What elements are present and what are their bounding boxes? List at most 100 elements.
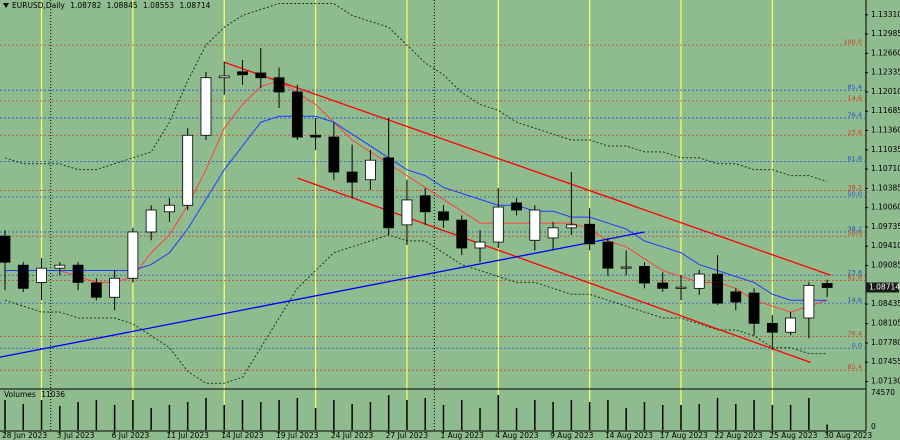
symbol-icon bbox=[3, 3, 9, 8]
candle-body bbox=[565, 224, 577, 229]
volume-label: Volumes bbox=[4, 390, 36, 399]
candle-body bbox=[273, 77, 285, 93]
x-tick-label: 4 Aug 2023 bbox=[495, 431, 538, 440]
candle-body bbox=[109, 277, 121, 298]
y-tick-label: 1.10060 bbox=[871, 203, 900, 212]
fib-label: 85.4 bbox=[848, 83, 862, 91]
fib-label: 23.6 bbox=[848, 268, 862, 276]
candle-body bbox=[291, 91, 303, 138]
trendline bbox=[224, 61, 832, 276]
y-tick-label: 1.09085 bbox=[871, 260, 900, 269]
candle-body bbox=[36, 267, 47, 283]
candle-body bbox=[748, 292, 760, 324]
volume-last: 11036 bbox=[41, 390, 65, 399]
fib-label: 23.6 bbox=[848, 128, 862, 136]
x-tick-label: 14 Aug 2023 bbox=[605, 431, 653, 440]
fib-label: 76.4 bbox=[848, 111, 862, 119]
y-tick-label: 1.12985 bbox=[871, 29, 900, 38]
candle-body bbox=[657, 282, 669, 289]
fib-label: 61.8 bbox=[848, 274, 862, 282]
x-tick-label: 25 Aug 2023 bbox=[769, 431, 817, 440]
x-tick-label: 24 Jul 2023 bbox=[331, 431, 374, 440]
overlay-line bbox=[5, 115, 828, 301]
candle-body bbox=[511, 202, 522, 211]
candle-body bbox=[90, 282, 102, 298]
candle-body bbox=[766, 322, 778, 333]
candle-body bbox=[255, 72, 267, 79]
y-tick-label: 1.08435 bbox=[871, 299, 900, 308]
data-layer bbox=[0, 3, 833, 430]
fib-label: 50.0 bbox=[848, 229, 862, 237]
symbol: EURUSD,Daily bbox=[12, 1, 65, 10]
candle-body bbox=[364, 159, 376, 181]
y-tick-label: 1.08105 bbox=[871, 319, 900, 328]
x-tick-label: 28 Jun 2023 bbox=[2, 431, 47, 440]
x-tick-label: 27 Jul 2023 bbox=[386, 431, 429, 440]
x-tick-label: 22 Aug 2023 bbox=[715, 431, 763, 440]
x-tick-label: 17 Aug 2023 bbox=[660, 431, 708, 440]
y-tick-label: 1.09410 bbox=[871, 241, 900, 250]
x-tick-label: 3 Jul 2023 bbox=[57, 431, 95, 440]
candle-body bbox=[237, 71, 248, 76]
fib-label: 76.4 bbox=[848, 329, 862, 337]
y-tick-label: 1.09735 bbox=[871, 222, 900, 231]
candle-body bbox=[712, 273, 723, 304]
overlay-line bbox=[5, 80, 828, 313]
candle-body bbox=[54, 264, 66, 269]
current-price-box bbox=[866, 282, 899, 293]
y-tick-label: 1.12010 bbox=[871, 87, 900, 96]
y-tick-label: 1.13310 bbox=[871, 10, 900, 19]
current-price-label: 1.08714 bbox=[869, 282, 900, 291]
close-value: 1.08714 bbox=[179, 1, 210, 10]
candle-body bbox=[310, 134, 321, 138]
candle-body bbox=[529, 209, 541, 241]
fib-label: 85.4 bbox=[848, 363, 862, 371]
candle-body bbox=[675, 286, 687, 289]
candle-body bbox=[328, 136, 340, 173]
x-tick-label: 30 Aug 2023 bbox=[824, 431, 872, 440]
candle-body bbox=[346, 171, 358, 183]
candle-body bbox=[785, 317, 797, 333]
candle-body bbox=[182, 134, 194, 206]
volume-tick-label: 0 bbox=[871, 422, 876, 431]
candle-body bbox=[821, 283, 833, 288]
fib-label: 14.6 bbox=[848, 94, 862, 102]
fib-label: 38.2 bbox=[848, 225, 862, 233]
candle-body bbox=[401, 199, 413, 226]
candle-body bbox=[693, 273, 705, 289]
y-tick-label: 1.07130 bbox=[871, 376, 900, 385]
y-tick-label: 1.11035 bbox=[871, 145, 900, 154]
x-tick-label: 11 Jul 2023 bbox=[166, 431, 209, 440]
fib-label: 61.8 bbox=[848, 154, 862, 162]
candle-body bbox=[620, 266, 632, 269]
candle-body bbox=[419, 195, 431, 213]
fib-label: 100.0 bbox=[843, 38, 862, 46]
fib-label: 0.0 bbox=[852, 341, 862, 349]
y-tick-label: 1.07455 bbox=[871, 357, 900, 366]
y-tick-label: 1.10710 bbox=[871, 164, 900, 173]
y-tick-label: 1.11685 bbox=[871, 106, 900, 115]
volume-title: Volumes 11036 bbox=[4, 390, 65, 399]
candle-body bbox=[200, 77, 212, 136]
x-tick-label: 6 Jul 2023 bbox=[112, 431, 150, 440]
low-value: 1.08553 bbox=[143, 1, 174, 10]
candle-body bbox=[72, 264, 84, 283]
candle-body bbox=[547, 227, 559, 239]
trendline bbox=[0, 231, 645, 358]
volume-tick-label: 74570 bbox=[871, 388, 895, 397]
candle-body bbox=[17, 264, 29, 289]
candle-body bbox=[0, 235, 11, 263]
y-tick-label: 1.11360 bbox=[871, 126, 900, 135]
candle-body bbox=[218, 75, 230, 79]
fib-label: 38.2 bbox=[848, 183, 862, 191]
candle-body bbox=[639, 265, 650, 284]
fib-label: 14.6 bbox=[848, 296, 862, 304]
candle-body bbox=[584, 223, 596, 245]
candle-body bbox=[145, 209, 157, 233]
x-tick-label: 1 Aug 2023 bbox=[440, 431, 483, 440]
fib-label: 50.0 bbox=[848, 190, 862, 198]
candle-body bbox=[456, 219, 468, 249]
